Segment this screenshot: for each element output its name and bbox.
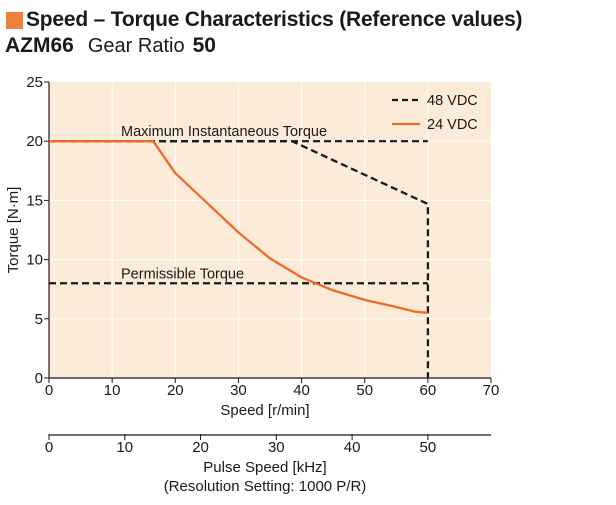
title-marker-square	[6, 11, 23, 29]
legend-label: 48 VDC	[427, 93, 478, 109]
y-tick-label: 15	[26, 192, 43, 209]
x-tick-label: 0	[45, 382, 53, 399]
secondary-x-tick-label: 30	[268, 439, 285, 456]
x-tick-label: 20	[167, 382, 184, 399]
secondary-x-tick-label: 0	[45, 439, 53, 456]
plot-background	[49, 82, 491, 378]
x-axis-title: Speed [r/min]	[220, 402, 309, 419]
secondary-x-tick-label: 10	[116, 439, 133, 456]
gear-ratio-value: 50	[192, 34, 216, 57]
x-tick-label: 40	[293, 382, 310, 399]
secondary-x-axis-subtitle: (Resolution Setting: 1000 P/R)	[164, 478, 367, 495]
x-tick-label: 60	[420, 382, 437, 399]
x-tick-label: 10	[104, 382, 121, 399]
legend-label: 24 VDC	[427, 117, 478, 133]
x-tick-label: 70	[483, 382, 500, 399]
secondary-x-tick-label: 50	[420, 439, 437, 456]
y-tick-label: 0	[35, 370, 43, 387]
x-tick-label: 30	[230, 382, 247, 399]
y-tick-label: 25	[26, 74, 43, 91]
reference-line-label: Maximum Instantaneous Torque	[121, 124, 327, 140]
model-name: AZM66	[5, 34, 74, 57]
y-tick-label: 5	[35, 311, 43, 328]
model-row: AZM66 Gear Ratio 50	[5, 34, 216, 62]
secondary-x-tick-label: 20	[192, 439, 209, 456]
chart-title-text: Speed – Torque Characteristics (Referenc…	[26, 8, 523, 31]
y-axis-title: Torque [N·m]	[5, 187, 22, 274]
y-tick-label: 20	[26, 133, 43, 150]
secondary-x-tick-label: 40	[344, 439, 361, 456]
secondary-x-axis-title: Pulse Speed [kHz]	[203, 459, 326, 476]
chart-title: Speed – Torque Characteristics (Referenc…	[6, 8, 523, 32]
reference-line-label: Permissible Torque	[121, 266, 244, 282]
y-tick-label: 10	[26, 252, 43, 269]
x-tick-label: 50	[356, 382, 373, 399]
gear-ratio-label: Gear Ratio	[87, 35, 185, 57]
series-line-24-vdc	[49, 140, 429, 315]
